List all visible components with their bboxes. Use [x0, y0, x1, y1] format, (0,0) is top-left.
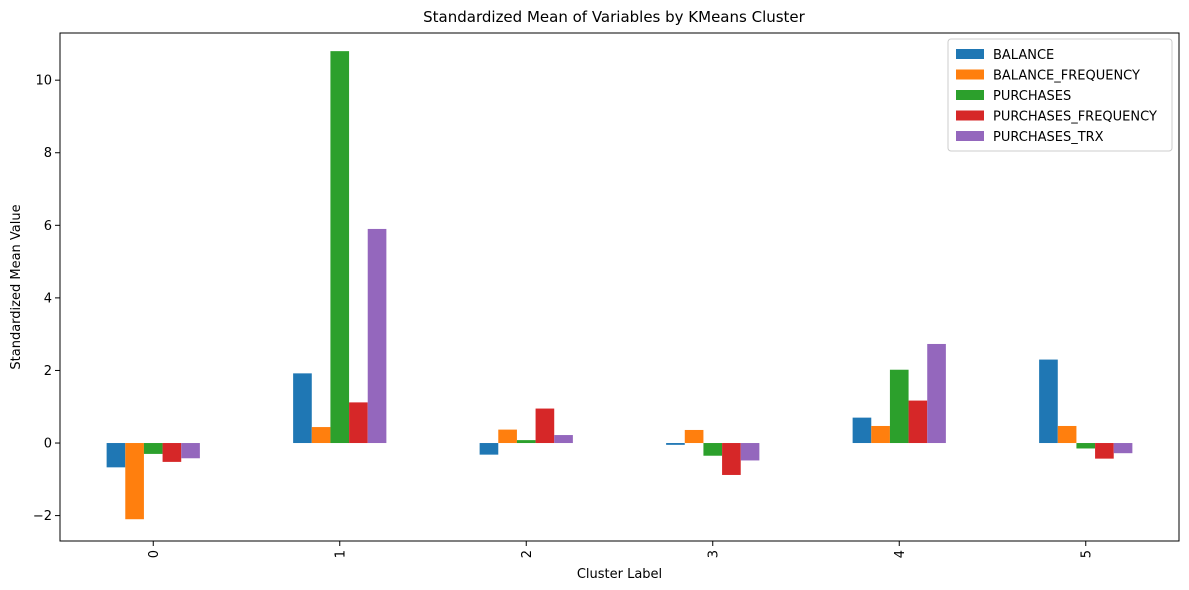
- x-tick-label: 4: [893, 550, 908, 558]
- bar-balance-frequency-cluster-2: [498, 429, 517, 444]
- bar-purchases-frequency-cluster-4: [908, 400, 928, 444]
- x-tick-label: 0: [147, 550, 162, 558]
- legend-label: BALANCE_FREQUENCY: [993, 69, 1140, 84]
- y-tick-label: −2: [33, 509, 52, 524]
- bar-purchases-cluster-3: [703, 443, 723, 456]
- x-axis: 0 1 2 3 4 5: [147, 541, 1094, 558]
- x-tick-label: 2: [520, 550, 535, 558]
- x-tick-label: 3: [706, 550, 721, 558]
- bar-balance-cluster-3: [666, 443, 685, 445]
- bar-purchases-trx-cluster-0: [181, 443, 200, 459]
- legend-swatch: [956, 69, 984, 80]
- y-tick-label: 8: [44, 146, 52, 161]
- bar-balance-frequency-cluster-1: [311, 427, 331, 444]
- legend-swatch: [956, 110, 984, 121]
- y-tick-label: 4: [44, 291, 52, 306]
- legend-label: PURCHASES_FREQUENCY: [993, 110, 1157, 125]
- y-tick-label: 0: [44, 437, 52, 452]
- bar-purchases-frequency-cluster-5: [1095, 443, 1114, 459]
- bar-balance-cluster-0: [106, 443, 126, 468]
- legend: BALANCE BALANCE_FREQUENCY PURCHASES PURCHAS…: [947, 38, 1173, 152]
- bars-group: [106, 51, 1133, 520]
- legend-label: PURCHASES: [993, 89, 1071, 104]
- bar-balance-frequency-cluster-4: [871, 425, 890, 444]
- bar-balance-frequency-cluster-0: [125, 443, 144, 520]
- y-tick-label: 10: [35, 74, 52, 89]
- y-axis: −2 0 2 4 6 8 10: [33, 74, 60, 524]
- bar-purchases-frequency-cluster-2: [535, 408, 555, 444]
- bar-purchases-cluster-1: [330, 51, 350, 444]
- bar-balance-cluster-2: [479, 443, 499, 455]
- bar-purchases-frequency-cluster-3: [722, 443, 741, 475]
- bar-purchases-frequency-cluster-0: [162, 443, 182, 462]
- bar-balance-cluster-1: [293, 373, 312, 444]
- chart-title: Standardized Mean of Variables by KMeans…: [423, 8, 806, 26]
- bar-purchases-trx-cluster-1: [367, 228, 387, 444]
- bar-purchases-cluster-5: [1076, 443, 1096, 449]
- bar-balance-frequency-cluster-5: [1057, 425, 1077, 444]
- bar-purchases-trx-cluster-3: [740, 443, 760, 461]
- legend-swatch: [956, 131, 984, 141]
- bar-purchases-trx-cluster-2: [554, 435, 573, 444]
- bar-purchases-cluster-4: [889, 369, 909, 444]
- bar-purchases-cluster-0: [143, 443, 163, 454]
- bar-balance-cluster-4: [852, 417, 872, 444]
- x-tick-label: 1: [333, 550, 348, 558]
- bar-purchases-cluster-2: [516, 440, 536, 444]
- legend-swatch: [956, 90, 984, 100]
- bar-purchases-trx-cluster-4: [927, 343, 946, 444]
- bar-balance-frequency-cluster-3: [684, 429, 704, 444]
- legend-swatch: [956, 49, 984, 59]
- x-tick-label: 5: [1079, 550, 1094, 558]
- legend-label: BALANCE: [993, 48, 1054, 63]
- y-axis-label: Standardized Mean Value: [9, 204, 24, 369]
- legend-label: PURCHASES_TRX: [993, 130, 1104, 145]
- bar-balance-cluster-5: [1039, 359, 1058, 444]
- plot-frame: [59, 32, 1180, 542]
- legend-box: [947, 38, 1173, 152]
- bar-purchases-trx-cluster-5: [1113, 443, 1133, 454]
- x-axis-label: Cluster Label: [577, 567, 662, 582]
- bar-purchases-frequency-cluster-1: [349, 402, 368, 444]
- y-tick-label: 6: [44, 219, 52, 234]
- y-tick-label: 2: [44, 364, 52, 379]
